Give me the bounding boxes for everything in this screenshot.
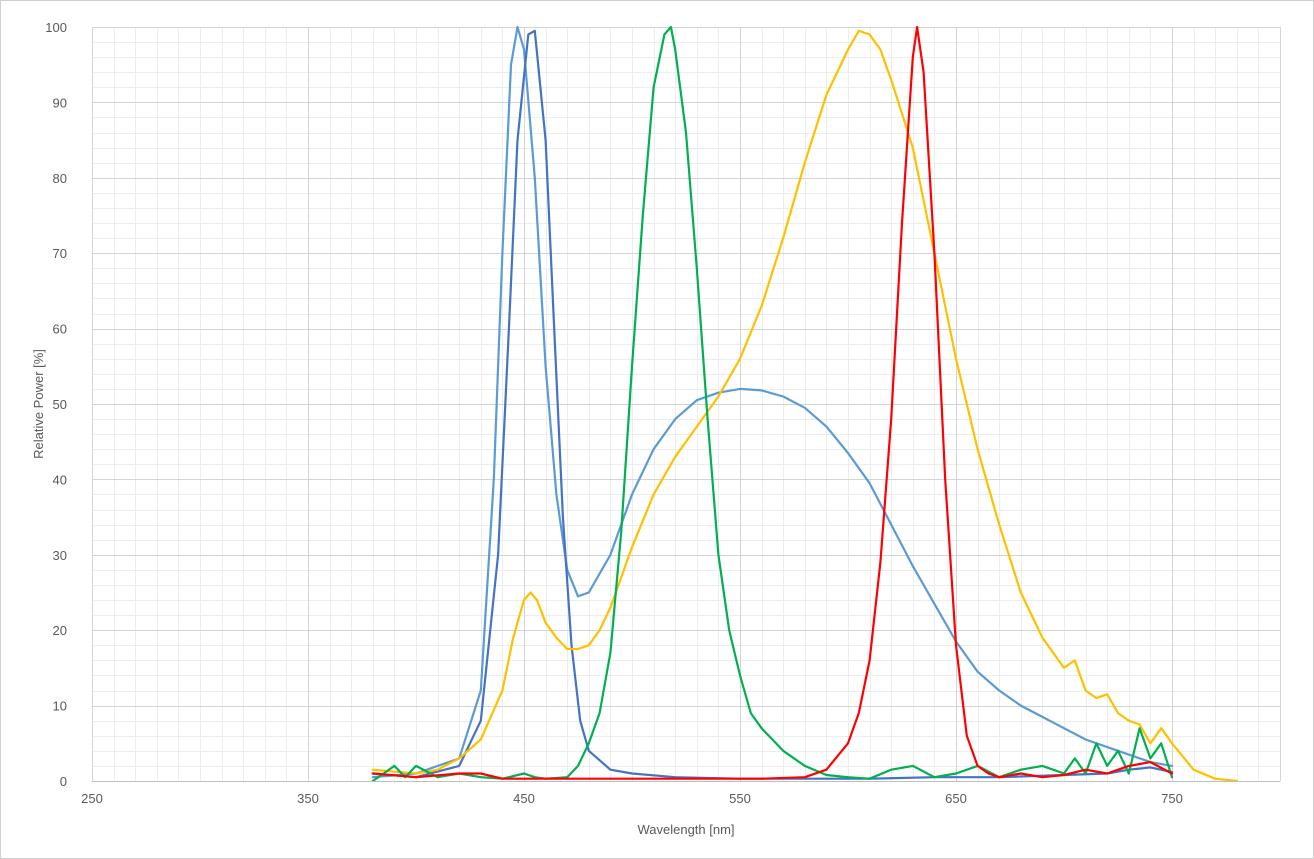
x-tick-label: 650 [945, 791, 967, 806]
y-tick-label: 100 [45, 20, 67, 35]
y-tick-label: 40 [53, 472, 67, 487]
y-tick-label: 70 [53, 246, 67, 261]
series-line-5 [371, 25, 1174, 780]
y-tick-label: 60 [53, 322, 67, 337]
x-tick-label: 450 [513, 791, 535, 806]
x-tick-label: 750 [1161, 791, 1183, 806]
y-tick-label: 50 [53, 397, 67, 412]
series-lines [371, 25, 1238, 783]
y-tick-label: 30 [53, 548, 67, 563]
x-tick-label: 250 [81, 791, 103, 806]
series-line-3 [371, 29, 1238, 783]
y-tick-label: 10 [53, 699, 67, 714]
y-tick-labels: 0 10 20 30 40 50 60 70 80 90 100 [45, 20, 67, 789]
x-axis-title: Wavelength [nm] [637, 822, 734, 837]
y-tick-label: 80 [53, 171, 67, 186]
y-tick-label: 0 [60, 774, 67, 789]
series-line-4 [371, 25, 1174, 783]
series-line-1 [371, 25, 1174, 779]
y-axis-title: Relative Power [%] [31, 349, 46, 459]
y-tick-label: 20 [53, 623, 67, 638]
x-tick-labels: 250 350 450 550 650 750 [81, 791, 1183, 806]
y-tick-label: 90 [53, 95, 67, 110]
x-tick-label: 350 [297, 791, 319, 806]
x-tick-label: 550 [729, 791, 751, 806]
